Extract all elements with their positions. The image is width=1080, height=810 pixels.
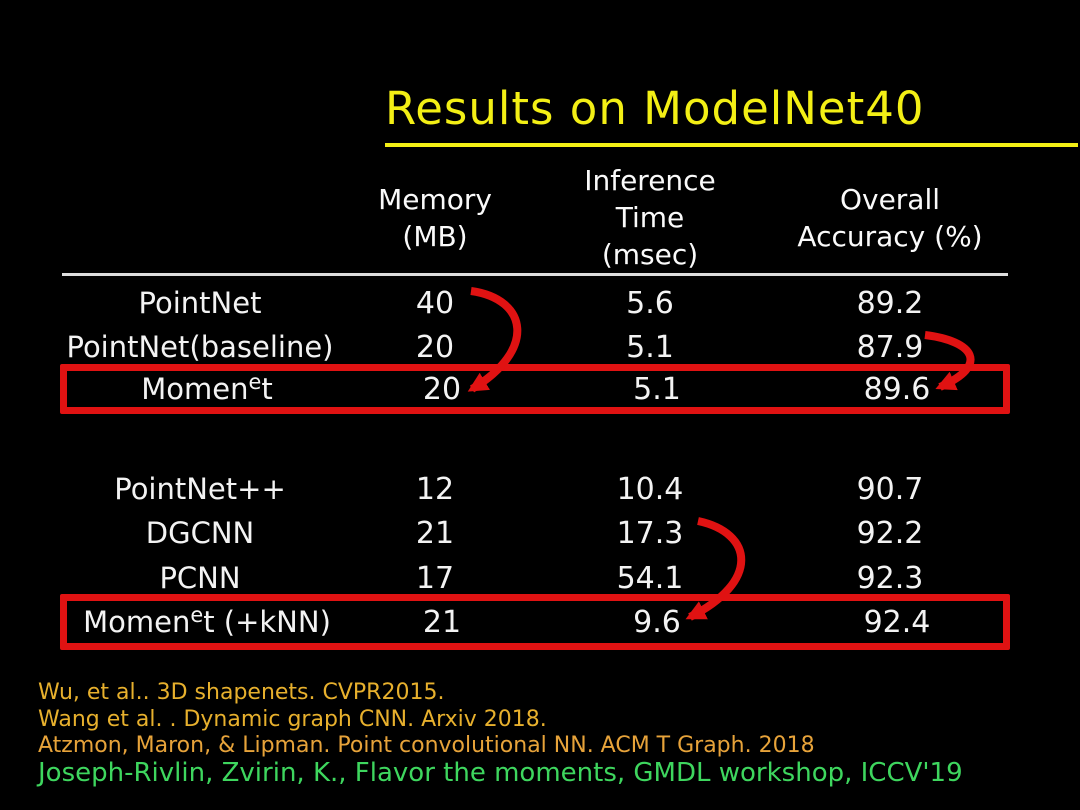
citation-wang: Wang et al. . Dynamic graph CNN. Arxiv 2… bbox=[38, 707, 547, 732]
superscript-e: e bbox=[248, 369, 262, 394]
model-name: Momenet (+kNN) bbox=[83, 602, 331, 639]
table-row-pcnn: PCNN 17 54.1 92.3 bbox=[60, 557, 1010, 599]
memory-value: 40 bbox=[415, 285, 455, 321]
accuracy-value: 92.4 bbox=[863, 604, 931, 640]
accuracy-value: 90.7 bbox=[856, 471, 924, 507]
memory-value: 21 bbox=[422, 604, 462, 640]
time-value: 5.1 bbox=[626, 329, 674, 365]
memory-value: 17 bbox=[415, 560, 455, 596]
time-value: 5.6 bbox=[626, 285, 674, 321]
table-row-dgcnn: DGCNN 21 17.3 92.2 bbox=[60, 512, 1010, 554]
accuracy-value: 89.6 bbox=[863, 371, 931, 407]
accuracy-value: 89.2 bbox=[856, 285, 924, 321]
memory-value: 20 bbox=[415, 329, 455, 365]
highlight-box-momenet-knn: Momenet (+kNN) 21 9.6 92.4 bbox=[60, 594, 1010, 650]
superscript-e: e bbox=[190, 602, 204, 627]
table-row-momenet-knn: Momenet (+kNN) 21 9.6 92.4 bbox=[67, 601, 1003, 643]
memory-value: 21 bbox=[415, 515, 455, 551]
table-row-pointnet-baseline: PointNet(baseline) 20 5.1 87.9 bbox=[60, 326, 1010, 368]
table-row-pointnet: PointNet 40 5.6 89.2 bbox=[60, 282, 1010, 324]
model-name: PointNet bbox=[138, 286, 262, 320]
page-title: Results on ModelNet40 bbox=[385, 82, 925, 135]
citation-atzmon: Atzmon, Maron, & Lipman. Point convoluti… bbox=[38, 733, 815, 758]
model-name: PointNet++ bbox=[114, 472, 286, 506]
model-name: PCNN bbox=[159, 561, 241, 595]
header-separator-line bbox=[62, 273, 1008, 276]
model-name: PointNet(baseline) bbox=[66, 330, 334, 364]
model-name: Momenet bbox=[141, 369, 273, 406]
citation-joseph-rivlin: Joseph-Rivlin, Zvirin, K., Flavor the mo… bbox=[38, 758, 963, 788]
memory-value: 12 bbox=[415, 471, 455, 507]
header-overall-accuracy: Overall Accuracy (%) bbox=[797, 182, 983, 253]
header-inference-time: Inference Time (msec) bbox=[584, 164, 716, 271]
time-value: 9.6 bbox=[633, 604, 681, 640]
citation-wu: Wu, et al.. 3D shapenets. CVPR2015. bbox=[38, 680, 445, 705]
time-value: 10.4 bbox=[616, 471, 684, 507]
table-row-momenet: Momenet 20 5.1 89.6 bbox=[67, 369, 1003, 407]
time-value: 17.3 bbox=[616, 515, 684, 551]
model-name: DGCNN bbox=[145, 516, 255, 550]
time-value: 54.1 bbox=[616, 560, 684, 596]
table-row-pointnetpp: PointNet++ 12 10.4 90.7 bbox=[60, 468, 1010, 510]
accuracy-value: 92.3 bbox=[856, 560, 924, 596]
title-underline bbox=[385, 143, 1078, 147]
header-memory: Memory (MB) bbox=[378, 182, 492, 253]
time-value: 5.1 bbox=[633, 371, 681, 407]
accuracy-value: 92.2 bbox=[856, 515, 924, 551]
table-header-row: Memory (MB) Inference Time (msec) Overal… bbox=[60, 162, 1010, 273]
highlight-box-momenet: Momenet 20 5.1 89.6 bbox=[60, 364, 1010, 414]
accuracy-value: 87.9 bbox=[856, 329, 924, 365]
memory-value: 20 bbox=[422, 371, 462, 407]
